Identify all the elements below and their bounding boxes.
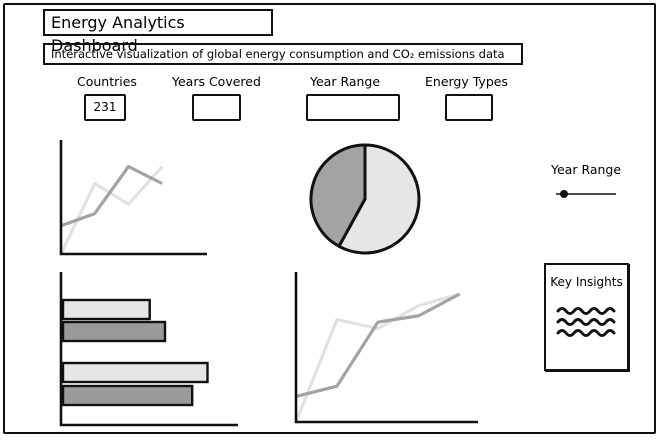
pie-slice-2 xyxy=(309,143,367,248)
line-chart-2-series-1 xyxy=(294,292,461,423)
pie-chart-energy-mix xyxy=(309,143,421,255)
line-chart-consumption xyxy=(59,140,207,256)
scribble-text-icon xyxy=(556,307,616,337)
bar-chart-axes xyxy=(59,272,238,427)
page-subtitle: Interactive visualization of global ener… xyxy=(43,43,523,65)
year-range-slider[interactable] xyxy=(554,186,620,202)
slider-handle[interactable] xyxy=(560,190,568,198)
year-range-label: Year Range xyxy=(551,162,622,177)
bar-2 xyxy=(61,320,167,343)
key-insights-card: Key Insights xyxy=(544,263,629,371)
bar-1 xyxy=(61,298,151,321)
page-title: Energy Analytics Dashboard xyxy=(43,9,273,55)
stat-value-year-range xyxy=(306,94,400,121)
bar-4 xyxy=(61,384,194,407)
stat-label-energy-types: Energy Types xyxy=(425,74,508,89)
line-chart-emissions xyxy=(294,272,478,424)
stat-label-year-range: Year Range xyxy=(310,74,381,89)
line-chart-2-axes xyxy=(294,272,478,424)
stat-label-countries: Countries xyxy=(77,74,137,89)
stat-label-years-covered: Years Covered xyxy=(172,74,261,89)
dashboard-frame xyxy=(3,3,656,434)
line-chart-2-series-2 xyxy=(295,292,461,398)
stat-value-energy-types xyxy=(445,94,493,121)
key-insights-title: Key Insights xyxy=(550,275,623,289)
stat-value-years-covered xyxy=(192,94,241,121)
line-chart-1-series-2 xyxy=(60,164,163,228)
line-chart-1-series-1 xyxy=(59,165,164,255)
line-chart-1-axes xyxy=(59,140,207,256)
bar-chart-countries xyxy=(59,272,238,427)
pie-slice-1 xyxy=(337,143,421,255)
stat-value-countries: 231 xyxy=(84,94,126,121)
bar-3 xyxy=(61,361,209,384)
